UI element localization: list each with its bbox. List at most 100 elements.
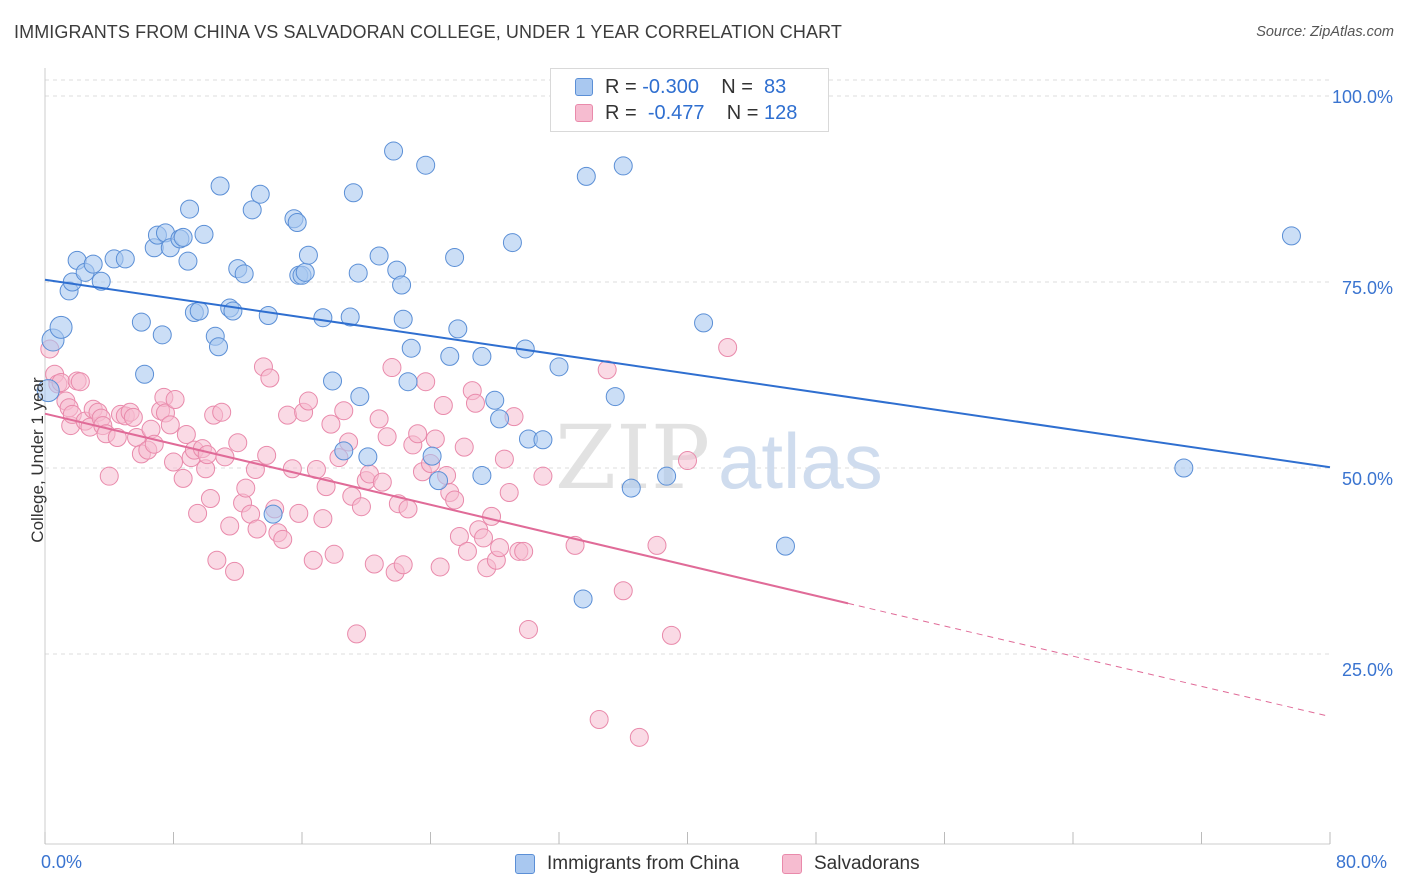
china-point	[398, 372, 418, 392]
salvadorans-point	[718, 337, 738, 357]
china-point	[422, 446, 442, 466]
salvadorans-point	[613, 581, 633, 601]
salvadorans-point	[408, 424, 428, 444]
salvadorans-point	[454, 437, 474, 457]
y-axis-label: College, Under 1 year	[28, 377, 47, 543]
salvadorans-point	[260, 368, 280, 388]
bottom-legend-china: Immigrants from China	[515, 852, 739, 876]
bottom-legend-salvadorans: Salvadorans	[782, 852, 920, 876]
salvadorans-point	[220, 516, 240, 536]
salvadorans-point	[164, 452, 183, 472]
china-point	[194, 224, 214, 244]
china-point	[91, 271, 111, 291]
y-tick-label-75: 75.0%	[1341, 278, 1393, 298]
salvadorans-point	[324, 544, 344, 564]
china-point	[393, 309, 413, 329]
salvadorans-point	[474, 528, 494, 548]
salvadorans-point	[176, 425, 196, 445]
salvadorans-point	[278, 405, 298, 425]
salvadorans-point	[273, 529, 293, 549]
china-point	[115, 249, 135, 269]
china-point	[472, 465, 492, 485]
salvadorans-point	[70, 372, 90, 392]
axis-layer	[44, 68, 1331, 845]
legend-r-label: R =	[605, 75, 637, 98]
watermark-atlas: atlas	[718, 417, 883, 505]
legend-r-value: -0.300	[642, 75, 699, 98]
china-point	[472, 346, 492, 366]
salvadorans-point	[482, 506, 502, 526]
salvadorans-point	[228, 433, 248, 453]
china-point	[189, 301, 209, 321]
salvadorans-point	[212, 402, 232, 422]
china-point	[178, 251, 198, 271]
salvadorans-point	[236, 478, 256, 498]
salvadorans-point	[457, 541, 477, 561]
salvadorans-point	[369, 409, 389, 429]
legend-n-value: 128	[764, 101, 798, 124]
salvadorans-point	[377, 427, 397, 447]
china-point	[131, 312, 151, 332]
salvadorans-legend-icon	[782, 854, 802, 874]
bottom-legend-label: Immigrants from China	[547, 853, 740, 874]
china-point	[429, 471, 449, 491]
china-point	[533, 430, 553, 450]
salvadorans-point	[589, 709, 609, 729]
salvadorans-point	[303, 550, 323, 570]
china-point	[152, 325, 172, 345]
china-point	[295, 262, 315, 282]
china-point	[605, 387, 625, 407]
china-point	[1174, 458, 1194, 478]
salvadorans-trend-line	[44, 412, 849, 605]
salvadorans-point	[449, 526, 469, 546]
salvadorans-point	[173, 468, 193, 488]
salvadorans-point	[465, 393, 485, 413]
legend-r-value: -0.477	[647, 101, 705, 124]
salvadorans-point	[533, 466, 553, 486]
china-point	[549, 357, 569, 377]
china-point	[613, 156, 633, 176]
salvadorans-point	[160, 415, 180, 435]
china-point	[180, 199, 200, 219]
legend-n-value: 83	[764, 75, 787, 98]
china-point	[384, 141, 404, 161]
salvadorans-point	[99, 466, 119, 486]
china-point	[348, 263, 368, 283]
china-point	[287, 212, 307, 232]
china-legend-icon	[515, 854, 535, 874]
legend-n-label: N =	[721, 75, 753, 98]
china-point	[775, 536, 795, 556]
china-point	[313, 308, 333, 328]
chart-title: IMMIGRANTS FROM CHINA VS SALVADORAN COLL…	[14, 22, 842, 42]
salvadorans-point	[165, 390, 185, 410]
salvadorans-point	[629, 727, 649, 747]
china-point	[502, 233, 522, 253]
china-point	[621, 478, 641, 498]
legend-n-label: N =	[726, 101, 759, 124]
salvadorans-point	[207, 550, 227, 570]
trend-lines	[44, 278, 1331, 717]
china-point	[445, 247, 465, 267]
salvadorans-trend-extension	[848, 602, 1331, 717]
china-point	[490, 409, 510, 429]
y-tick-label-25: 25.0%	[1341, 660, 1393, 680]
salvadorans-point	[661, 625, 681, 645]
salvadorans-point	[518, 619, 538, 639]
salvadorans-point	[372, 472, 392, 492]
chart-source: Source: ZipAtlas.com	[1256, 24, 1394, 40]
salvadorans-point	[393, 555, 413, 575]
salvadorans-point	[123, 407, 143, 427]
china-point	[576, 166, 596, 186]
legend-row-salvadorans: R = -0.477 N = 128	[575, 101, 797, 125]
salvadorans-point	[647, 535, 667, 555]
salvadorans-point	[490, 538, 510, 558]
salvadorans-point	[398, 499, 418, 519]
china-point	[242, 200, 262, 220]
salvadorans-point	[351, 497, 371, 517]
legend-r-label: R =	[605, 101, 637, 124]
china-point	[250, 184, 270, 204]
salvadorans-point	[289, 503, 309, 523]
china-point	[1281, 226, 1301, 246]
china-point	[340, 307, 360, 327]
china-point	[694, 313, 714, 333]
